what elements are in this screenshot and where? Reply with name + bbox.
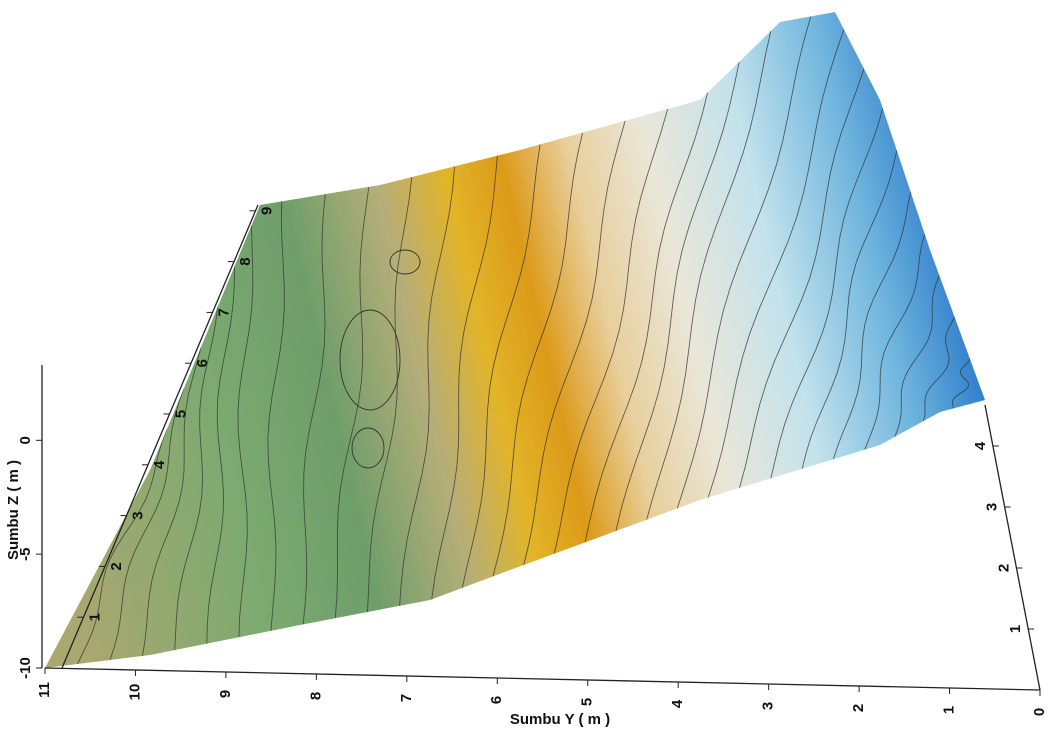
- y-tick-label: 9: [217, 690, 234, 698]
- y-tick-label: 1: [941, 706, 958, 714]
- y-tick-label: 5: [579, 698, 596, 706]
- y-tick-label: 2: [850, 704, 867, 712]
- y-tick-label: 7: [398, 694, 415, 702]
- x-tick-label: 5: [172, 410, 189, 418]
- y-tick-label: 3: [760, 702, 777, 710]
- x-tick-label-right: 3: [984, 503, 1001, 511]
- x-tick-label: 2: [108, 562, 125, 570]
- y-tick-label: 0: [1031, 708, 1048, 716]
- x-tick-label: 4: [151, 460, 168, 469]
- y-axis-title: Sumbu Y ( m ): [510, 711, 610, 728]
- y-axis-line: [45, 668, 1040, 690]
- z-axis-title: Sumbu Z ( m ): [5, 460, 22, 560]
- z-tick-label: -5: [17, 547, 34, 560]
- y-tick-label: 4: [669, 699, 686, 708]
- x-tick-label: 1: [86, 613, 103, 621]
- x-tick-label-right: 1: [1007, 625, 1024, 633]
- x-tick-label-right: 2: [995, 564, 1012, 572]
- surface: [45, 12, 985, 668]
- z-tick-label: -10: [17, 657, 34, 679]
- y-tick-label: 11: [36, 682, 53, 698]
- y-tick-label: 6: [488, 696, 505, 704]
- x-tick-label: 7: [215, 308, 232, 316]
- x-tick-label: 9: [258, 207, 275, 215]
- z-tick-label: 0: [17, 436, 34, 444]
- y-tick-label: 8: [307, 692, 324, 700]
- x-tick-label-right: 4: [972, 441, 989, 450]
- x-tick-label: 3: [129, 511, 146, 519]
- x-tick-label: 6: [194, 359, 211, 367]
- x-axis-line-right: [985, 405, 1040, 690]
- x-tick-label: 8: [237, 257, 254, 265]
- chart: Sumbu Y ( m ) Sumbu Z ( m ) 111098765432…: [0, 0, 1064, 735]
- y-tick-label: 10: [126, 684, 143, 701]
